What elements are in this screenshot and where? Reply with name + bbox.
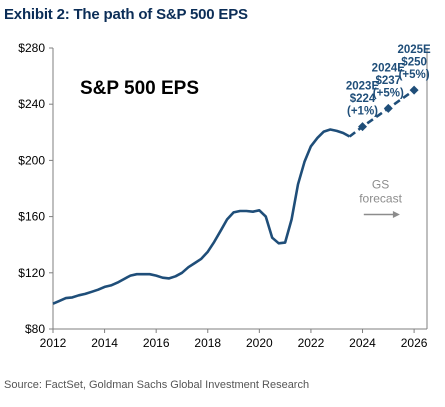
- x-tick-label: 2022: [298, 336, 325, 350]
- y-tick-label: $280: [18, 41, 45, 55]
- annotations: 2023E$224(+1%)2024E$237(+5%)2025E$250(+5…: [346, 44, 431, 218]
- data-label: $237: [376, 75, 402, 87]
- x-tick-label: 2014: [91, 336, 118, 350]
- y-tick-label: $160: [18, 210, 45, 224]
- eps-history-line: [52, 128, 351, 305]
- chart-container: $80 $120 $160 $200 $240 $280 2012 2014 2016 2018 2…: [0, 30, 445, 370]
- data-label: 2023E: [346, 81, 380, 93]
- x-tick-label: 2026: [401, 336, 428, 350]
- series-lines: [52, 89, 415, 305]
- x-tick-label: 2018: [194, 336, 221, 350]
- forecast-point-marker: [358, 122, 368, 132]
- x-tick-label: 2020: [246, 336, 273, 350]
- x-tick-label: 2016: [143, 336, 170, 350]
- data-label: 2025E: [397, 44, 431, 56]
- data-label: $224: [350, 93, 376, 105]
- eps-line-chart: $80 $120 $160 $200 $240 $280 2012 2014 2016 2018 2…: [18, 41, 431, 350]
- chart-title: S&P 500 EPS: [80, 78, 199, 99]
- y-tick-label: $200: [18, 153, 45, 167]
- source-note: Source: FactSet, Goldman Sachs Global In…: [4, 379, 310, 391]
- forecast-arrow-head-icon: [392, 211, 400, 218]
- x-tick-label: 2012: [40, 336, 67, 350]
- data-label: (+1%): [347, 106, 378, 118]
- data-label: (+5%): [373, 87, 404, 99]
- forecast-point-marker: [409, 85, 419, 95]
- y-tick-label: $240: [18, 97, 45, 111]
- exhibit-title: Exhibit 2: The path of S&P 500 EPS: [4, 6, 248, 23]
- axes: $80 $120 $160 $200 $240 $280 2012 2014 2016 2018 2…: [18, 41, 427, 350]
- forecast-note-label: GS: [372, 178, 389, 192]
- y-tick-label: $80: [25, 322, 45, 336]
- data-label: 2024E: [372, 62, 406, 74]
- y-tick-label: $120: [18, 266, 45, 280]
- x-tick-label: 2024: [349, 336, 376, 350]
- data-label: (+5%): [399, 69, 430, 81]
- data-label: $250: [401, 57, 427, 69]
- forecast-note-label: forecast: [359, 192, 402, 206]
- markers: [358, 85, 419, 132]
- forecast-point-marker: [383, 103, 393, 113]
